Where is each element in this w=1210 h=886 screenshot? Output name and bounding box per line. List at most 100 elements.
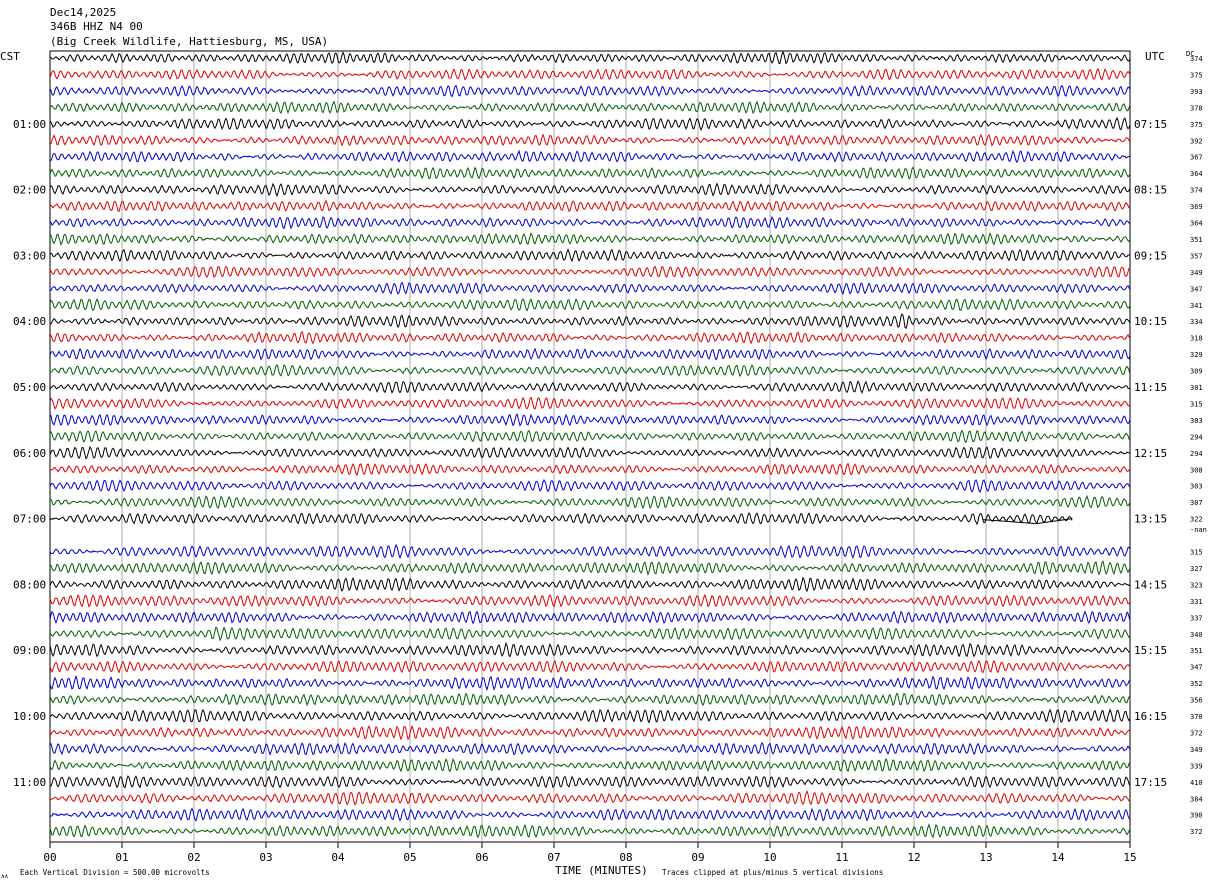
utc-hour-label: 16:15 [1134,710,1167,723]
trace-row [50,560,1131,576]
x-tick-label: 13 [979,851,992,864]
minute-gridlines [121,51,1059,842]
dc-value: 372 [1190,729,1203,737]
dc-value: 327 [1190,565,1203,573]
dc-value: 329 [1190,351,1203,359]
left-timezone-label: CST [0,50,20,63]
x-tick-label: 06 [475,851,488,864]
trace-row [49,479,1131,493]
trace-row [49,692,1131,707]
trace-row [49,100,1131,115]
dc-value: 349 [1190,746,1203,754]
plot-date: Dec14,2025 [50,6,116,19]
dc-value: 349 [1190,269,1203,277]
trace-row [49,330,1131,345]
trace-row [49,298,1131,312]
dc-value: 340 [1190,631,1203,639]
dc-value: -nan [1190,526,1207,534]
x-tick-label: 09 [691,851,704,864]
trace-row [49,412,1131,427]
cst-hour-label: 07:00 [13,513,46,526]
dc-value: 303 [1190,417,1203,425]
dc-value: 322 [1190,516,1203,524]
dc-value: 357 [1190,252,1203,260]
dc-value: 375 [1190,121,1203,129]
cst-hour-label: 01:00 [13,118,46,131]
x-tick-label: 08 [619,851,632,864]
dc-value: 392 [1190,137,1203,145]
cst-hour-label: 09:00 [13,644,46,657]
dc-value: 307 [1190,499,1203,507]
dc-value: 309 [1190,368,1203,376]
dc-value: 318 [1190,335,1203,343]
trace-row [49,775,1131,789]
trace-row [49,199,1131,213]
clipping-note: Traces clipped at plus/minus 5 vertical … [662,868,883,877]
dc-value: 334 [1190,318,1203,326]
x-tick-label: 15 [1123,851,1136,864]
plot-frame [49,50,1131,843]
trace-dropout-segment [982,518,1073,525]
utc-hour-label: 08:15 [1134,184,1167,197]
trace-row [49,364,1131,378]
cst-hour-label: 02:00 [13,184,46,197]
dc-value: 367 [1190,154,1203,162]
trace-row [49,84,1131,98]
dc-value: 364 [1190,170,1203,178]
utc-hour-labels: 07:15 08:15 09:15 10:15 11:15 12:15 13:15 14:15… [1134,118,1167,789]
dc-value: 303 [1190,483,1203,491]
x-tick-label: 04 [331,851,345,864]
dc-value: 294 [1190,450,1203,458]
dc-value: 341 [1190,302,1203,310]
dc-value: 294 [1190,433,1203,441]
trace-row [49,347,1131,361]
utc-hour-label: 14:15 [1134,578,1167,591]
trace-row [49,494,1131,510]
trace-row [49,182,1131,197]
trace-row [49,396,1131,410]
utc-hour-label: 17:15 [1134,776,1167,789]
dc-value: 315 [1190,549,1203,557]
trace-row [49,823,1131,839]
dc-value: 393 [1190,88,1203,96]
dc-value: 339 [1190,762,1203,770]
dc-value: 351 [1190,236,1203,244]
dc-value: 323 [1190,581,1203,589]
trace-row [49,429,1131,444]
cst-hour-label: 03:00 [13,249,46,262]
trace-row [49,215,1131,230]
trace-row [49,674,1131,692]
dc-value: 356 [1190,697,1203,705]
trace-row [49,149,1131,164]
cst-hour-label: 10:00 [13,710,46,723]
trace-row [49,50,1131,65]
vertical-scale-note: Each Vertical Division = 500.00 microvol… [20,868,210,877]
trace-row [49,265,1131,279]
trace-row [49,166,1131,180]
x-tick-label: 10 [763,851,776,864]
trace-row [49,790,1131,806]
trace-row [49,512,1073,526]
trace-row [49,741,1131,756]
trace-row [49,724,1131,741]
dc-value: 364 [1190,220,1203,228]
dc-value: 384 [1190,795,1203,803]
utc-hour-label: 15:15 [1134,644,1167,657]
cst-hour-label: 06:00 [13,447,46,460]
trace-row [49,445,1131,460]
trace-row [49,380,1131,394]
cst-hour-label: 08:00 [13,578,46,591]
dc-offset-values: 374 375 393 378 375 392 367 364 374 369 364 351 357 3… [1190,55,1207,836]
trace-row [49,67,1131,81]
x-tick-label: 11 [835,851,848,864]
x-tick-label: 03 [259,851,272,864]
dc-value: 301 [1190,384,1203,392]
x-tick-label: 00 [43,851,56,864]
cst-hour-label: 05:00 [13,381,46,394]
trace-row [49,248,1130,263]
dc-value: 375 [1190,71,1203,79]
dc-value: 372 [1190,828,1203,836]
x-axis-ticks: 00 01 02 03 04 05 06 07 08 09 10 11 12 13 14 15 [43,842,1137,864]
x-tick-label: 02 [187,851,200,864]
